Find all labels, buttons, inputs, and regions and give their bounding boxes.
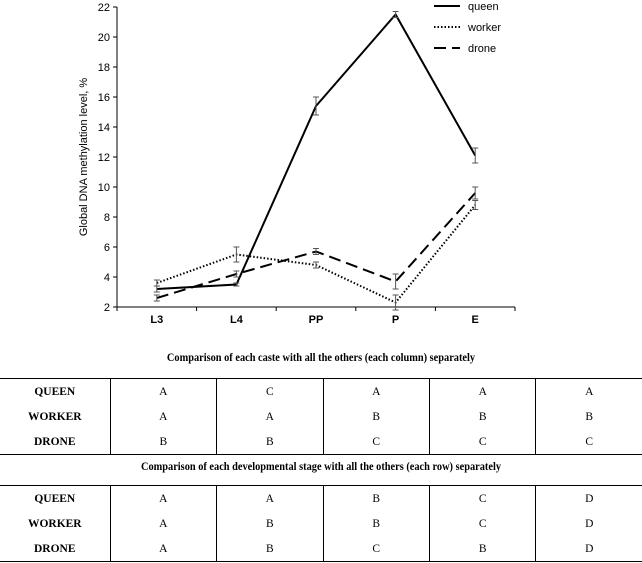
legend-label: worker xyxy=(467,22,501,34)
x-tick-label: P xyxy=(392,314,399,326)
error-bar xyxy=(313,96,319,116)
error-bar xyxy=(233,270,240,278)
table-cell: C xyxy=(428,429,536,455)
table-cell: A xyxy=(216,404,324,429)
table-cell: C xyxy=(428,485,536,511)
table-cell: A xyxy=(109,378,217,404)
error-bar xyxy=(153,279,160,287)
row-label: WORKER xyxy=(27,517,82,530)
table-cell: B xyxy=(428,536,536,562)
table-cell: D xyxy=(535,511,642,536)
table-row: WORKER A B B C D xyxy=(0,511,642,536)
legend-item: queen xyxy=(434,1,499,13)
error-bar xyxy=(233,246,240,263)
error-bar xyxy=(153,294,160,302)
table-cell: A xyxy=(428,378,536,404)
y-tick-label: 16 xyxy=(98,92,110,104)
y-tick-label: 14 xyxy=(98,122,110,134)
y-tick-label: 6 xyxy=(104,242,110,254)
y-tick-label: 22 xyxy=(98,2,110,14)
error-bar xyxy=(472,186,479,200)
table-cell: B xyxy=(428,404,536,429)
y-tick-label: 12 xyxy=(98,152,110,164)
error-bar xyxy=(313,248,319,255)
row-label: WORKER xyxy=(27,410,82,423)
table-cell: B xyxy=(535,404,642,429)
table-cell: A xyxy=(109,511,217,536)
table1-caption: Comparison of each caste with all the ot… xyxy=(166,352,476,364)
y-tick-label: 2 xyxy=(104,302,110,314)
series-worker xyxy=(153,200,479,311)
legend-label: drone xyxy=(468,43,496,55)
table-cell: C xyxy=(322,429,430,455)
error-bar xyxy=(392,273,399,290)
table-row: DRONE B B C C C xyxy=(0,429,642,455)
error-bar xyxy=(392,294,399,311)
table-cell: A xyxy=(322,378,430,404)
table-cell: B xyxy=(216,536,324,562)
row-label: QUEEN xyxy=(34,492,76,505)
series-line xyxy=(156,12,477,290)
table-cell: B xyxy=(322,404,430,429)
row-label: DRONE xyxy=(34,542,76,555)
y-tick-label: 10 xyxy=(98,182,110,194)
table-row: WORKER A A B B B xyxy=(0,404,642,429)
table-cell: B xyxy=(322,485,430,511)
table2-caption: Comparison of each developmental stage w… xyxy=(141,461,501,473)
table-row: QUEEN A A B C D xyxy=(0,485,642,511)
table-cell: B xyxy=(322,511,430,536)
error-bar xyxy=(313,261,319,269)
series-line xyxy=(156,192,476,299)
table-cell: B xyxy=(216,429,324,455)
error-bar xyxy=(472,200,479,210)
table-cell: C xyxy=(216,378,324,404)
error-bar xyxy=(472,147,479,164)
table-cell: C xyxy=(535,429,642,455)
table-cell: D xyxy=(535,536,642,562)
table-cell: B xyxy=(109,429,217,455)
x-tick-label: L3 xyxy=(150,314,163,326)
y-tick-label: 4 xyxy=(104,272,110,284)
series-drone xyxy=(153,186,479,302)
table-cell: C xyxy=(428,511,536,536)
table-row: DRONE A B C B D xyxy=(0,536,642,562)
legend-item: drone xyxy=(434,43,496,55)
table-cell: A xyxy=(216,485,324,511)
table-cell: D xyxy=(535,485,642,511)
legend-item: worker xyxy=(434,22,501,34)
table-cell: A xyxy=(109,404,217,429)
table-cell: A xyxy=(109,485,217,511)
y-tick-label: 20 xyxy=(98,32,110,44)
legend-label: queen xyxy=(468,1,499,13)
x-tick-label: L4 xyxy=(230,314,244,326)
x-tick-label: E xyxy=(472,314,479,326)
error-bar xyxy=(392,11,399,18)
y-axis-label: Global DNA methylation level, % xyxy=(78,78,90,237)
table-cell: B xyxy=(216,511,324,536)
table-cell: A xyxy=(109,536,217,562)
table2: QUEEN A A B C D WORKER A B B C D DRONE A B C B D xyxy=(0,485,642,562)
y-tick-label: 18 xyxy=(98,62,110,74)
y-tick-label: 8 xyxy=(104,212,110,224)
table-cell: A xyxy=(535,378,642,404)
table1: QUEEN A C A A A WORKER A A B B B DRONE B B C C C xyxy=(0,378,642,455)
table-cell: C xyxy=(322,536,430,562)
error-bar xyxy=(233,282,240,287)
row-label: QUEEN xyxy=(34,385,76,398)
table-row: QUEEN A C A A A xyxy=(0,378,642,404)
row-label: DRONE xyxy=(34,435,76,448)
x-tick-label: PP xyxy=(309,314,324,326)
